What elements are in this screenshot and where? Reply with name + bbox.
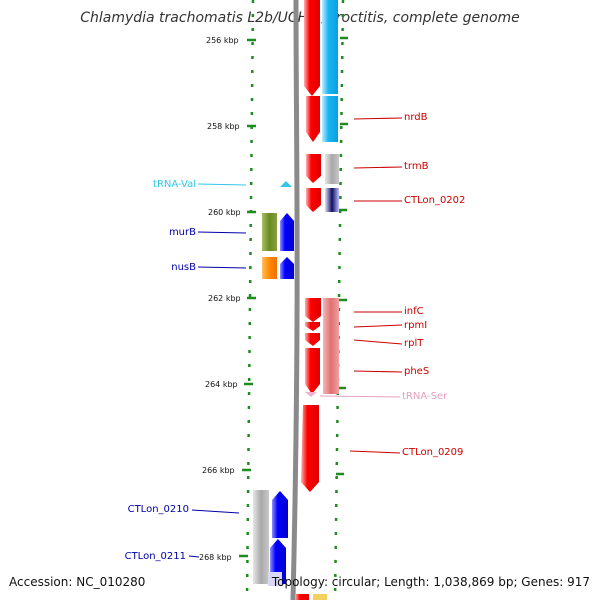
tick-label: 264 kbp [205,380,238,389]
gene-label-infC: infC [404,306,424,317]
gene-label-tRNA-Val: tRNA-Val [153,179,196,190]
tick-label: 258 kbp [207,122,240,131]
backbone-line [290,0,300,600]
gene-label-CTLon_0209: CTLon_0209 [402,447,463,458]
gene-block [325,188,339,212]
left-connectors [188,183,247,558]
gene-block [322,96,338,142]
tick-label: 266 kbp [202,466,235,475]
trna-marker [280,181,292,187]
gene-block [262,213,277,251]
gene-arrow [280,257,294,279]
trna-marker [305,392,317,397]
genome-summary-text: Topology: circular; Length: 1,038,869 bp… [271,575,590,589]
gene-label-murB: murB [169,227,196,238]
accession-text: Accession: NC_010280 [9,575,146,589]
gene-block [323,298,339,394]
gene-arrow [305,322,320,331]
tick-label: 262 kbp [208,294,241,303]
gene-label-nrdB: nrdB [404,112,428,123]
right-connectors [319,117,403,454]
tick-label: 260 kbp [208,208,241,217]
gene-label-CTLon_0211: CTLon_0211 [125,551,186,562]
gene-label-tRNA-Ser: tRNA-Ser [402,391,448,402]
gene-arrow [306,188,321,212]
gene-block [262,257,277,279]
gene-block [253,490,269,584]
gene-label-trmB: trmB [404,161,429,172]
gene-label-CTLon_0202: CTLon_0202 [404,195,465,206]
gene-arrow [306,96,320,142]
reverse-genes [253,181,294,586]
gene-label-rplT: rplT [404,338,424,349]
gene-label-nusB: nusB [171,262,196,273]
forward-genes [295,0,321,600]
gene-arrow [305,333,320,346]
gene-arrow [280,213,294,251]
gene-label-pheS: pheS [404,366,429,377]
gene-arrow [301,405,319,492]
gene-label-rpmI: rpmI [404,320,427,331]
gene-block [313,594,327,600]
gene-arrow [306,154,321,183]
gene-block [295,594,309,600]
gene-arrow [305,348,320,394]
map-title: Chlamydia trachomatis L2b/UCH-1/proctiti… [80,10,520,26]
gene-arrow [272,491,288,538]
gene-block [268,572,282,586]
gene-block [322,0,338,94]
gene-arrow [304,0,320,96]
tick-label: 268 kbp [199,553,232,562]
forward-outer-genes [313,0,339,600]
right-axis [333,0,348,600]
tick-label: 256 kbp [206,36,239,45]
gene-arrow [305,298,321,322]
gene-label-CTLon_0210: CTLon_0210 [128,504,189,515]
left-axis [239,0,256,600]
gene-block [325,154,339,184]
